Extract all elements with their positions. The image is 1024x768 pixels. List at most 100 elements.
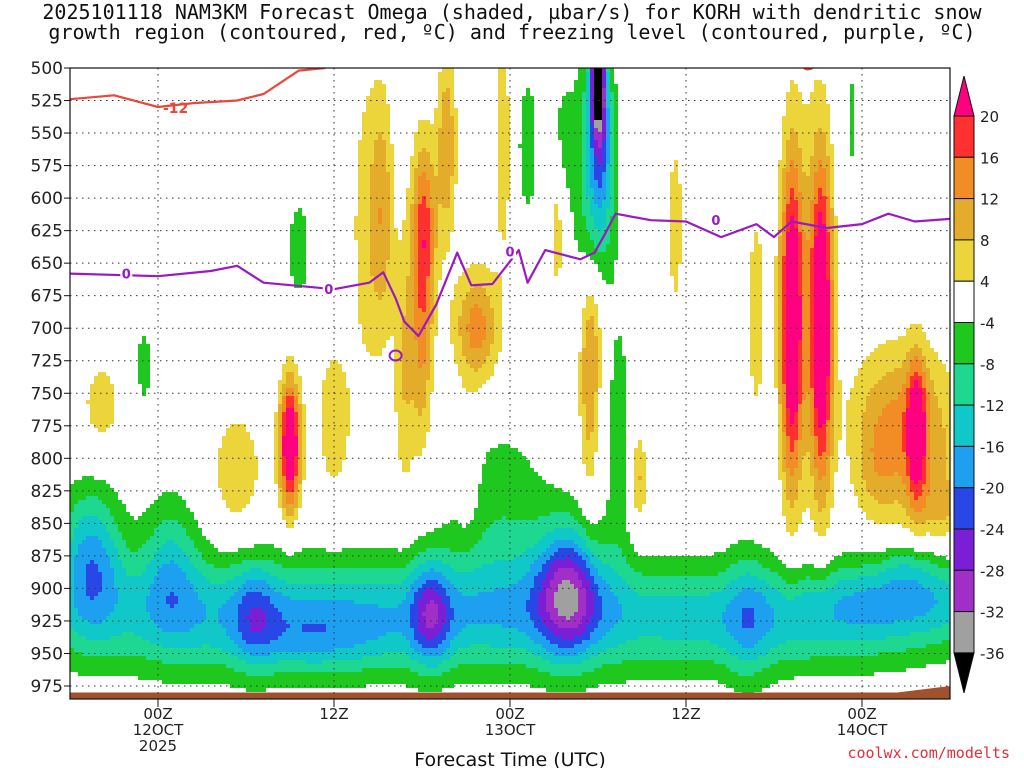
- omega-cell: [362, 116, 390, 120]
- omega-cell: [910, 392, 922, 396]
- omega-cell: [278, 480, 282, 484]
- omega-cell: [802, 160, 810, 164]
- omega-cell: [278, 472, 282, 476]
- omega-cell: [730, 564, 762, 568]
- omega-cell: [930, 572, 950, 576]
- omega-cell: [814, 312, 830, 316]
- omega-cell: [598, 380, 602, 384]
- omega-cell: [390, 220, 394, 224]
- omega-cell: [882, 560, 930, 564]
- omega-cell: [370, 212, 378, 216]
- omega-cell: [926, 440, 930, 444]
- omega-cell: [786, 276, 798, 280]
- omega-cell: [86, 588, 102, 592]
- omega-cell: [890, 400, 906, 404]
- omega-cell: [786, 424, 798, 428]
- omega-cell: [802, 592, 854, 596]
- omega-cell: [430, 376, 434, 380]
- omega-cell: [550, 556, 566, 560]
- omega-cell: [562, 144, 582, 148]
- omega-cell: [874, 348, 910, 352]
- omega-cell: [782, 136, 790, 140]
- omega-cell: [842, 552, 934, 556]
- omega-cell: [282, 364, 298, 368]
- omega-cell: [430, 264, 434, 268]
- omega-cell: [438, 612, 446, 616]
- omega-cell: [602, 116, 606, 120]
- omega-cell: [802, 312, 810, 316]
- omega-cell: [294, 472, 298, 476]
- omega-cell: [674, 160, 678, 164]
- omega-cell: [846, 408, 866, 412]
- omega-cell: [590, 184, 598, 188]
- omega-cell: [830, 276, 834, 280]
- omega-cell: [418, 348, 426, 352]
- omega-cell: [418, 552, 522, 556]
- omega-cell: [194, 544, 214, 548]
- omega-cell: [298, 476, 302, 480]
- omega-cell: [834, 616, 914, 620]
- omega-cell: [114, 544, 126, 548]
- omega-cell: [218, 620, 238, 624]
- omega-cell: [914, 344, 918, 348]
- omega-cell: [594, 604, 602, 608]
- omega-cell: [902, 524, 950, 528]
- omega-cell: [786, 308, 802, 312]
- omega-cell: [810, 320, 814, 324]
- omega-cell: [786, 316, 802, 320]
- omega-cell: [938, 600, 950, 604]
- omega-cell: [354, 220, 370, 224]
- colorbar-swatch: [953, 528, 975, 571]
- omega-cell: [622, 660, 714, 664]
- omega-cell: [414, 296, 418, 300]
- omega-cell: [70, 528, 74, 532]
- omega-cell: [786, 180, 798, 184]
- contour-lines: [70, 68, 950, 362]
- omega-cell: [606, 580, 626, 584]
- omega-cell: [598, 228, 602, 232]
- omega-cell: [866, 480, 902, 484]
- omega-cell: [438, 156, 454, 160]
- omega-cell: [414, 308, 422, 312]
- omega-cell: [454, 124, 458, 128]
- omega-cell: [414, 328, 426, 332]
- omega-cell: [930, 456, 946, 460]
- omega-cell: [802, 156, 810, 160]
- omega-cell: [906, 432, 926, 436]
- omega-cell: [834, 384, 842, 388]
- omega-cell: [778, 408, 782, 412]
- omega-cell: [230, 636, 242, 640]
- omega-cell: [274, 604, 378, 608]
- omega-cell: [914, 556, 946, 560]
- omega-cell: [590, 136, 594, 140]
- omega-cell: [138, 548, 158, 552]
- omega-cell: [70, 580, 74, 584]
- omega-cell: [778, 176, 782, 180]
- omega-cell: [394, 384, 402, 388]
- omega-cell: [578, 552, 586, 556]
- omega-cell: [426, 392, 430, 396]
- omega-cell: [674, 168, 678, 172]
- y-tick-label: 975: [31, 677, 63, 697]
- omega-cell: [466, 524, 490, 528]
- omega-cell: [774, 320, 778, 324]
- omega-cell: [742, 608, 754, 612]
- omega-cell: [834, 336, 838, 340]
- omega-cell: [754, 612, 774, 616]
- omega-cell: [442, 116, 454, 120]
- omega-cell: [226, 500, 250, 504]
- omega-cell: [594, 80, 602, 84]
- omega-cell: [910, 472, 922, 476]
- omega-cell: [778, 280, 782, 284]
- omega-cell: [418, 280, 426, 284]
- omega-cell: [102, 580, 114, 584]
- omega-cell: [434, 172, 438, 176]
- omega-cell: [602, 108, 606, 112]
- omega-cell: [862, 436, 874, 440]
- omega-cell: [414, 260, 418, 264]
- omega-cell: [426, 288, 430, 292]
- omega-cell: [454, 288, 470, 292]
- omega-cell: [830, 448, 834, 452]
- omega-cell: [830, 232, 834, 236]
- omega-cell: [610, 204, 614, 208]
